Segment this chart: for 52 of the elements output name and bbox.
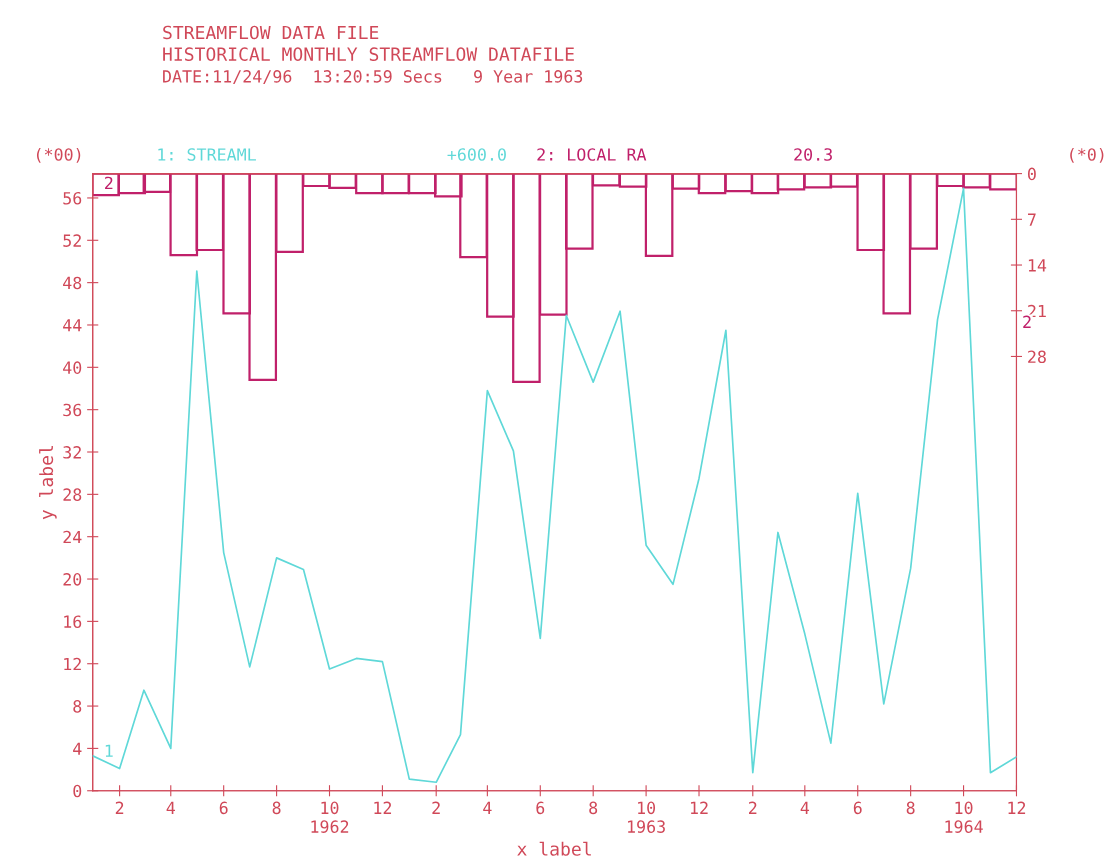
x-tick-label: 8 (272, 801, 281, 815)
text: +600.0 (447, 148, 506, 161)
text: DATE:11/24/96 13:20:59 Secs 9 Year 1963 (163, 70, 583, 85)
y-tick-label: 0 (73, 784, 82, 798)
x-tick-label: 6 (219, 801, 228, 815)
series-label: 2: LOCAL RA (537, 148, 647, 161)
x-tick-label: 2 (432, 801, 440, 814)
y2-tick-label: 14 (1028, 259, 1047, 272)
text: 1: STREAML (158, 148, 256, 161)
text: 20.3 (794, 148, 832, 161)
x-tick-label: 10 1964 (945, 801, 983, 833)
y-tick-label: 44 (63, 319, 82, 332)
line-series (92, 187, 1017, 784)
x-tick-label: 2 (749, 801, 757, 814)
x-tick-label: 8 (906, 801, 915, 815)
text: (*0) (1070, 147, 1104, 163)
y-tick-label: 48 (63, 276, 82, 290)
annotation: 1 (105, 744, 113, 757)
chart-subtitle: HISTORICAL MONTHLY STREAMFLOW DATAFILE (163, 47, 574, 62)
y2-tick-label: 0 (1027, 167, 1036, 181)
text: 2 (1023, 315, 1031, 328)
x-tick-label: 12 (690, 801, 708, 814)
y-axis-title: y label (39, 445, 57, 520)
x-axis-title: x label (517, 841, 591, 856)
y-tick-label: 12 (64, 657, 81, 671)
text: (*00) (36, 147, 81, 163)
x-tick-label: 4 (800, 801, 810, 814)
y-tick-label: 40 (63, 361, 82, 374)
chart-title: STREAMFLOW DATA FILE (163, 25, 379, 40)
y2-tick-label: 28 (1028, 350, 1046, 364)
x-tick-label: 10 1962 (311, 801, 349, 833)
x-tick-label: 4 (483, 801, 492, 814)
x-tick-label: 6 (853, 801, 862, 815)
y-tick-label: 16 (64, 615, 82, 628)
y-tick-label: 52 (63, 234, 81, 247)
y-tick-label: 24 (63, 530, 82, 544)
y-tick-label: 36 (63, 403, 82, 417)
x-tick-label: 12 (374, 801, 392, 814)
annotation: 2 (105, 176, 113, 190)
y-tick-label: 28 (63, 488, 82, 501)
y-tick-label: 56 (63, 191, 82, 205)
y-tick-label: 4 (73, 742, 82, 755)
x-tick-label: 4 (166, 801, 175, 814)
x-tick-label: 8 (589, 801, 598, 815)
y-tick-label: 8 (73, 700, 82, 713)
x-tick-label: 6 (536, 801, 545, 815)
y2-tick-label: 7 (1028, 213, 1036, 226)
x-tick-label: 12 (1008, 801, 1026, 814)
y-tick-label: 32 (63, 446, 81, 459)
x-tick-label: 10 1963 (628, 801, 665, 833)
x-tick-label: 2 (115, 801, 124, 814)
y-tick-label: 20 (63, 573, 82, 586)
